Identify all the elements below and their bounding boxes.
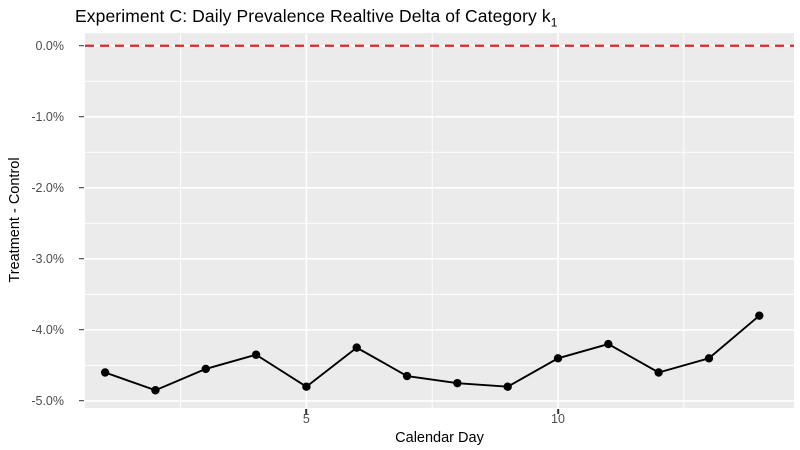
- data-point: [251, 350, 261, 359]
- y-axis-tick-label: -2.0%: [31, 180, 64, 195]
- y-axis-tick-label: -3.0%: [31, 251, 64, 266]
- plot-panel: [85, 33, 794, 408]
- y-axis-tick-mark: [79, 400, 84, 402]
- data-point: [503, 382, 512, 391]
- data-point: [755, 311, 764, 320]
- data-point: [201, 364, 210, 374]
- x-axis-tick-label: 10: [551, 412, 565, 426]
- data-point: [302, 382, 311, 391]
- y-axis-title: Treatment - Control: [7, 157, 23, 283]
- y-axis-tick-label: -5.0%: [31, 393, 64, 408]
- y-axis-tick-mark: [79, 258, 84, 260]
- y-axis-tick-mark: [79, 187, 84, 189]
- data-point: [352, 343, 361, 352]
- series-line: [104, 314, 760, 392]
- chart-title: Experiment C: Daily Prevalence Realtive …: [75, 6, 557, 30]
- x-axis-tick-mark: [305, 409, 308, 414]
- data-point: [151, 386, 160, 395]
- y-axis-tick-mark: [79, 329, 84, 331]
- data-point: [402, 371, 412, 381]
- y-axis-tick-mark: [79, 116, 84, 118]
- y-axis-tick-label: -1.0%: [31, 109, 64, 124]
- y-axis-tick-label: -4.0%: [31, 322, 64, 337]
- chart-title-subscript: 1: [550, 15, 558, 30]
- y-axis-tick-label: 0.0%: [35, 38, 65, 53]
- x-axis-tick-mark: [557, 409, 559, 414]
- data-point: [654, 368, 663, 377]
- data-point: [453, 378, 462, 388]
- plot-area-svg: [85, 33, 794, 408]
- x-axis-title: Calendar Day: [395, 430, 484, 446]
- x-axis-tick-label: 5: [302, 412, 310, 426]
- data-point: [553, 354, 563, 363]
- data-point: [100, 368, 110, 377]
- y-axis-tick-mark: [79, 44, 84, 47]
- chart-title-text: Experiment C: Daily Prevalence Realtive …: [75, 6, 551, 26]
- data-point: [604, 339, 613, 349]
- data-point: [704, 354, 714, 363]
